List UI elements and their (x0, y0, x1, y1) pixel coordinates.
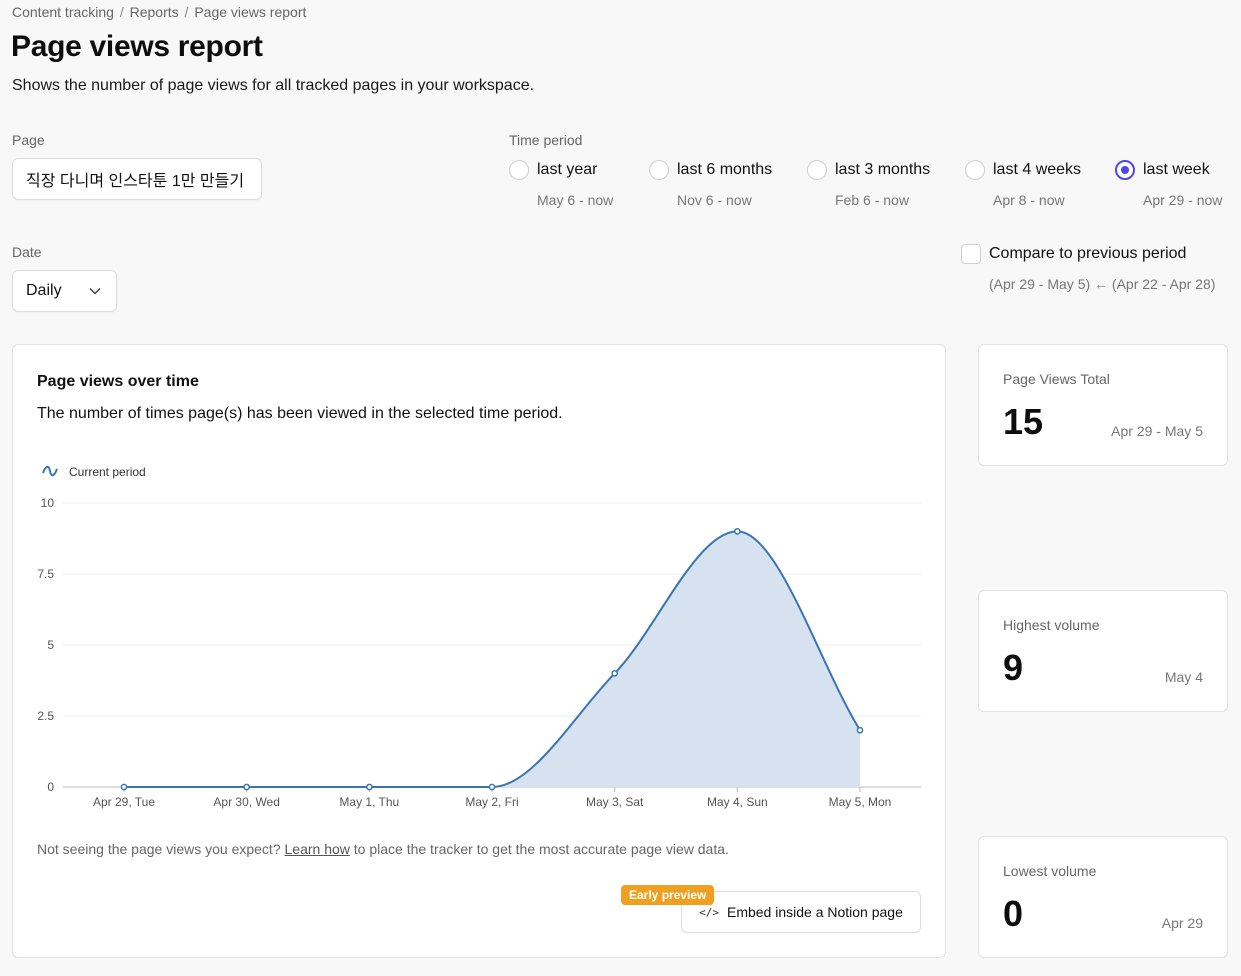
date-select-value: Daily (26, 282, 62, 299)
y-tick-label: 0 (47, 780, 54, 794)
stat-card-lowest: Lowest volume 0 Apr 29 (978, 836, 1228, 958)
breadcrumb: Content tracking / Reports / Page views … (12, 4, 306, 20)
x-tick-label: May 3, Sat (586, 795, 644, 809)
series-line (123, 530, 861, 788)
page-select-value: 직장 다니며 인스타툰 1만 만들기 (26, 173, 245, 190)
x-tick-label: Apr 30, Wed (213, 795, 279, 809)
tracker-note: Not seeing the page views you expect? Le… (37, 841, 729, 857)
x-tick-label: May 4, Sun (707, 795, 768, 809)
date-granularity-select[interactable]: Daily (12, 270, 117, 312)
stat-value: 15 (1003, 401, 1044, 442)
x-tick-label: May 1, Thu (339, 795, 399, 809)
stat-range: May 4 (1164, 669, 1203, 685)
series-points (120, 528, 864, 791)
x-axis-labels: Apr 29, Tue Apr 30, Wed May 1, Thu May 2, F… (93, 787, 891, 809)
y-axis-labels: 0 2.5 5 7.5 10 (37, 496, 54, 794)
chart-title: Page views over time (37, 373, 199, 390)
y-tick-label: 7.5 (37, 567, 54, 581)
stat-value: 0 (1003, 893, 1024, 934)
stat-label: Highest volume (1003, 617, 1100, 633)
embed-notion-button[interactable]: </> Embed inside a Notion page (681, 891, 921, 933)
legend-line-icon (42, 465, 58, 477)
radio-circle (649, 160, 669, 180)
radio-range: Feb 6 - now (835, 192, 909, 208)
date-field-label: Date (12, 244, 42, 260)
data-point[interactable] (488, 783, 496, 791)
code-icon: </> (699, 905, 719, 919)
series-area (124, 531, 860, 787)
time-period-radio-group: last year May 6 - now last 6 months Nov … (509, 158, 1229, 214)
time-period-label: Time period (509, 132, 583, 148)
chevron-down-icon (89, 287, 101, 295)
early-preview-badge: Early preview (621, 885, 715, 905)
y-tick-label: 5 (47, 638, 54, 652)
radio-label: last 6 months (677, 161, 773, 178)
legend-label: Current period (69, 465, 146, 479)
radio-circle-checked (1115, 160, 1135, 180)
breadcrumb-current: Page views report (194, 4, 307, 20)
radio-label: last year (537, 161, 598, 178)
x-tick-label: May 2, Fri (465, 795, 518, 809)
compare-label[interactable]: Compare to previous period (989, 245, 1187, 262)
stat-range: Apr 29 - May 5 (1111, 423, 1203, 439)
x-tick-label: Apr 29, Tue (93, 795, 155, 809)
radio-circle (807, 160, 827, 180)
radio-circle (509, 160, 529, 180)
learn-how-link[interactable]: Learn how (284, 841, 350, 857)
x-tick-label: May 5, Mon (829, 795, 892, 809)
stat-label: Lowest volume (1003, 863, 1097, 879)
data-point[interactable] (243, 783, 251, 791)
radio-range: Apr 8 - now (993, 192, 1065, 208)
radio-range: Nov 6 - now (677, 192, 752, 208)
radio-label: last 3 months (835, 161, 931, 178)
breadcrumb-content-tracking[interactable]: Content tracking (12, 4, 114, 20)
page-title: Page views report (11, 30, 263, 63)
page-subtitle: Shows the number of page views for all t… (12, 77, 535, 94)
page-views-chart: Current period 02.557.510 Apr 29, Tue Apr… (37, 465, 921, 809)
stat-card-highest: Highest volume 9 May 4 (978, 590, 1228, 712)
page-field-label: Page (12, 132, 45, 148)
note-text: Not seeing the page views you expect? (37, 841, 281, 857)
data-point[interactable] (611, 670, 619, 677)
breadcrumb-separator: / (180, 4, 193, 20)
data-point[interactable] (120, 783, 128, 791)
data-point[interactable] (733, 528, 741, 535)
radio-range: May 6 - now (537, 192, 614, 208)
compare-checkbox[interactable] (961, 244, 981, 264)
y-tick-label: 2.5 (37, 709, 54, 723)
data-point[interactable] (856, 726, 864, 734)
breadcrumb-separator: / (115, 4, 128, 20)
compare-range: (Apr 29 - May 5) ← (Apr 22 - Apr 28) (989, 276, 1216, 292)
chart-description: The number of times page(s) has been vie… (37, 405, 563, 422)
radio-label: last 4 weeks (993, 161, 1082, 178)
radio-range: Apr 29 - now (1143, 192, 1223, 208)
radio-label: last week (1143, 161, 1210, 178)
embed-button-label: Embed inside a Notion page (726, 904, 903, 920)
y-tick-label: 10 (41, 496, 55, 510)
chart-legend: Current period (42, 465, 146, 479)
data-point[interactable] (365, 783, 373, 791)
stat-card-total: Page Views Total 15 Apr 29 - May 5 (978, 344, 1228, 466)
stat-label: Page Views Total (1003, 371, 1110, 387)
note-text: to place the tracker to get the most acc… (353, 841, 729, 857)
stat-range: Apr 29 (1161, 915, 1203, 931)
page-select[interactable]: 직장 다니며 인스타툰 1만 만들기 (12, 158, 262, 200)
radio-circle (965, 160, 985, 180)
stat-value: 9 (1003, 647, 1024, 688)
chart-card: Page views over time The number of times… (12, 344, 946, 958)
breadcrumb-reports[interactable]: Reports (129, 4, 179, 20)
